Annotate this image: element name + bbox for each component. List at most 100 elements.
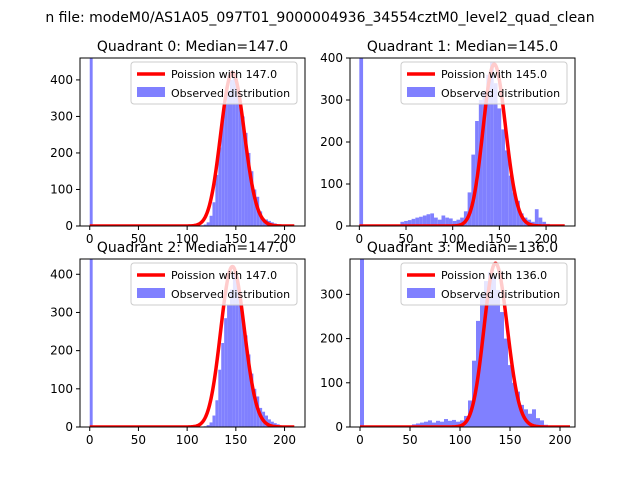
histogram-bar xyxy=(203,224,207,226)
histogram-bar xyxy=(534,209,539,226)
histogram-bar xyxy=(516,391,520,427)
x-tick-label: 150 xyxy=(224,433,247,447)
legend: Poission with 145.0 Observed distribution xyxy=(400,61,568,105)
legend-poisson-label: Poission with 147.0 xyxy=(171,269,277,282)
y-tick-label: 100 xyxy=(320,376,343,390)
histogram-bar xyxy=(493,83,498,226)
legend-observed-label: Observed distribution xyxy=(171,87,290,100)
quadrant-1-title: Quadrant 1: Median=145.0 xyxy=(367,39,558,55)
histogram-bar xyxy=(89,58,93,226)
histogram-bar xyxy=(430,213,435,226)
y-tick-label: 200 xyxy=(50,344,73,358)
histogram-bar xyxy=(224,318,228,427)
x-tick-label: 100 xyxy=(176,433,199,447)
x-tick-label: 0 xyxy=(356,232,364,246)
x-tick-label: 200 xyxy=(273,232,296,246)
histogram-bar xyxy=(209,422,213,427)
legend: Poission with 147.0 Observed distribution xyxy=(130,61,298,105)
histogram-bar xyxy=(218,147,222,226)
histogram-bar xyxy=(241,320,245,427)
histogram-bar xyxy=(224,103,228,226)
legend-box xyxy=(400,61,568,105)
y-tick-label: 300 xyxy=(320,287,343,301)
histogram-bar xyxy=(359,58,364,226)
legend-observed-swatch xyxy=(137,87,165,97)
x-tick-label: 0 xyxy=(356,433,364,447)
histogram-bar xyxy=(441,215,446,226)
y-tick-label: 0 xyxy=(335,219,343,233)
x-tick-label: 100 xyxy=(449,433,472,447)
histogram-bar xyxy=(235,87,239,226)
y-tick-label: 0 xyxy=(65,219,73,233)
histogram-bar xyxy=(238,101,242,226)
quadrant-1-plot-area xyxy=(358,58,567,226)
y-tick-label: 200 xyxy=(320,135,343,149)
figure-suptitle: n file: modeM0/AS1A05_097T01_9000004936_… xyxy=(45,10,594,26)
histogram-bar xyxy=(232,274,236,427)
histogram-bar xyxy=(420,422,424,427)
x-tick-label: 50 xyxy=(398,232,413,246)
legend: Poission with 147.0 Observed distribution xyxy=(130,262,298,306)
legend-observed-swatch xyxy=(407,87,435,97)
histogram-bar xyxy=(221,120,225,226)
histogram-bar xyxy=(215,174,219,226)
y-tick-label: 100 xyxy=(50,382,73,396)
histogram-bar xyxy=(209,215,213,226)
histogram-bar xyxy=(416,423,420,427)
histogram-bar xyxy=(501,129,505,226)
histogram-bar xyxy=(432,422,436,427)
histogram-bar xyxy=(512,192,517,226)
histogram-bar xyxy=(247,152,251,226)
axes-frame xyxy=(79,57,306,227)
histogram-bar xyxy=(247,354,251,427)
x-tick-label: 150 xyxy=(224,232,247,246)
histogram-bar xyxy=(267,419,271,427)
histogram-bar xyxy=(244,132,248,226)
histogram-bar xyxy=(265,415,268,427)
histogram-bar xyxy=(270,421,274,427)
histogram-bar xyxy=(440,421,444,427)
legend-observed-swatch xyxy=(137,288,165,298)
histogram-bar xyxy=(488,272,492,427)
histogram-bar xyxy=(230,289,233,427)
histogram-bar xyxy=(218,369,222,427)
legend-box xyxy=(130,262,298,306)
x-tick-label: 150 xyxy=(499,433,522,447)
histogram-bar xyxy=(482,91,487,226)
histogram-bar xyxy=(206,222,210,226)
x-tick-label: 100 xyxy=(176,232,199,246)
histogram-bar xyxy=(404,220,408,226)
histogram-bar xyxy=(448,420,452,427)
histogram-bar xyxy=(452,419,456,427)
quadrant-3-title: Quadrant 3: Median=136.0 xyxy=(367,240,558,256)
legend-observed-swatch xyxy=(407,288,435,298)
histogram-bar xyxy=(415,217,420,226)
histogram-bar xyxy=(241,116,245,226)
x-tick-label: 0 xyxy=(86,232,94,246)
legend-observed-label: Observed distribution xyxy=(171,288,290,301)
y-tick-label: 400 xyxy=(320,51,343,65)
histogram-bar xyxy=(206,425,210,427)
histogram-bar xyxy=(424,421,428,427)
y-tick-label: 0 xyxy=(65,420,73,434)
x-tick-label: 0 xyxy=(86,433,94,447)
x-tick-label: 200 xyxy=(273,433,296,447)
histogram-bar xyxy=(508,365,512,427)
histogram-bar xyxy=(212,415,216,427)
histogram-bar xyxy=(360,259,364,427)
y-tick-label: 200 xyxy=(320,332,343,346)
histogram-bar xyxy=(490,62,494,226)
histogram-bar xyxy=(538,217,543,226)
quadrant-1-panel: 0 50 100 150 200 0 100 200 300 400 Quadrant 1: Med… xyxy=(320,39,576,246)
legend-observed-label: Observed distribution xyxy=(441,288,560,301)
histogram-bar xyxy=(212,202,216,226)
histogram-bar xyxy=(89,259,93,427)
histogram-bar xyxy=(215,400,219,427)
histogram-bar xyxy=(471,154,476,226)
histogram-bar xyxy=(253,189,257,226)
y-tick-label: 0 xyxy=(335,420,343,434)
y-tick-label: 100 xyxy=(320,177,343,191)
legend-box xyxy=(400,262,568,306)
x-tick-label: 150 xyxy=(488,232,511,246)
